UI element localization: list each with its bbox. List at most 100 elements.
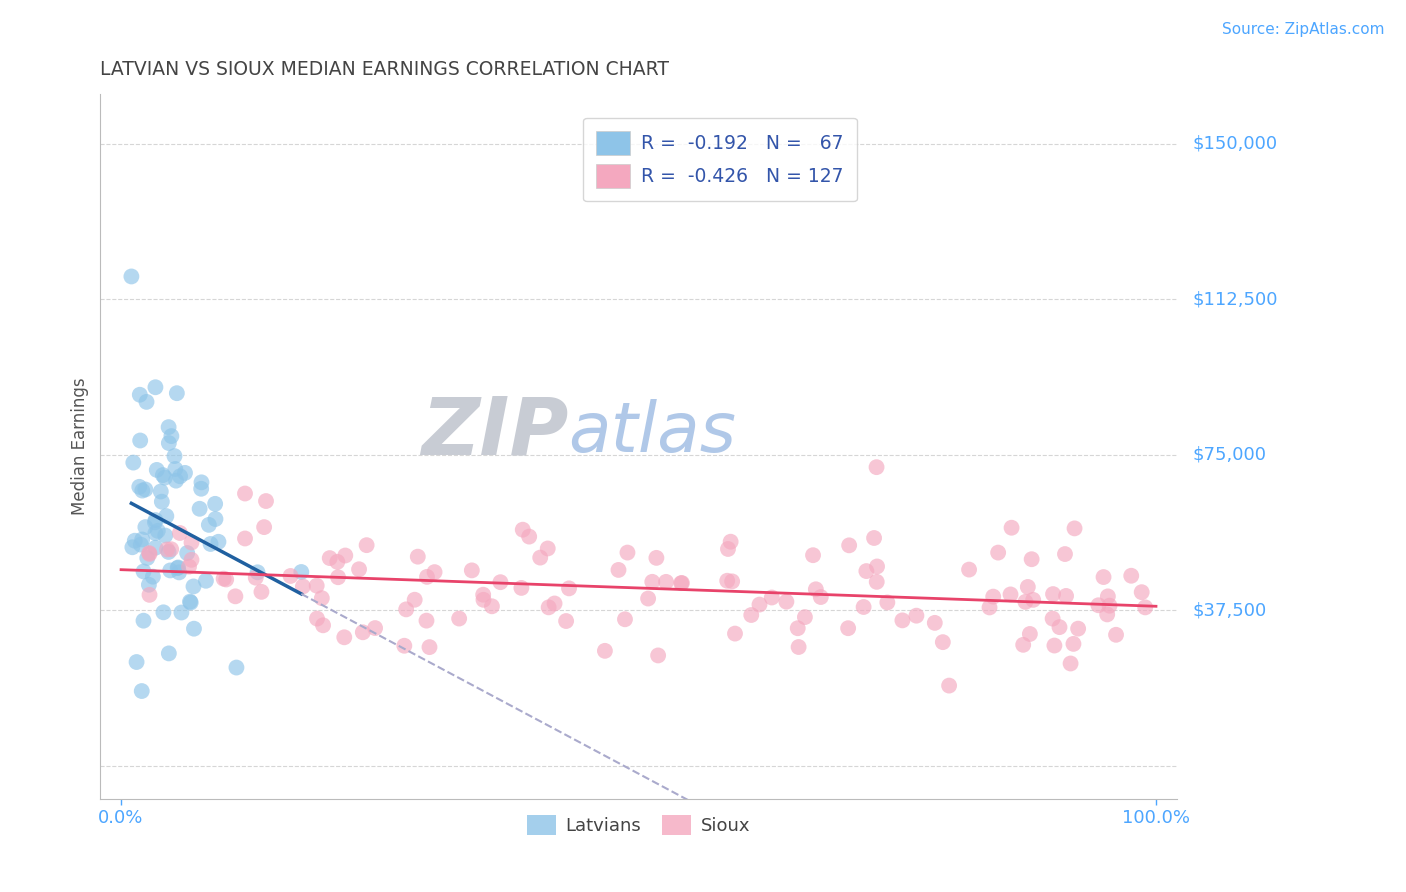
Point xyxy=(1087,599,1109,613)
Point xyxy=(449,611,471,625)
Point xyxy=(183,622,205,636)
Point xyxy=(132,565,155,579)
Point xyxy=(180,535,202,549)
Point xyxy=(938,679,960,693)
Point xyxy=(207,534,229,549)
Point xyxy=(406,549,429,564)
Point xyxy=(855,564,877,578)
Point xyxy=(1054,589,1077,603)
Point xyxy=(131,533,153,547)
Point xyxy=(356,538,378,552)
Point xyxy=(225,660,247,674)
Point xyxy=(987,545,1010,559)
Point xyxy=(155,528,177,542)
Point xyxy=(291,579,314,593)
Point xyxy=(131,483,153,498)
Point xyxy=(131,684,153,698)
Point xyxy=(804,582,827,597)
Point xyxy=(979,600,1001,615)
Point xyxy=(347,562,370,576)
Point xyxy=(333,630,356,644)
Point xyxy=(852,599,875,614)
Point xyxy=(761,591,783,605)
Point xyxy=(787,640,810,654)
Point xyxy=(748,598,770,612)
Text: Source: ZipAtlas.com: Source: ZipAtlas.com xyxy=(1222,22,1385,37)
Point xyxy=(138,578,160,592)
Point xyxy=(838,538,860,552)
Point xyxy=(891,613,914,627)
Point xyxy=(1043,639,1066,653)
Point xyxy=(1012,638,1035,652)
Point xyxy=(364,621,387,635)
Point xyxy=(194,574,217,588)
Point xyxy=(121,541,143,555)
Point xyxy=(128,480,150,494)
Point xyxy=(326,555,349,569)
Point xyxy=(866,574,889,589)
Point xyxy=(1067,622,1090,636)
Point xyxy=(215,573,238,587)
Point xyxy=(489,575,512,590)
Point xyxy=(120,269,142,284)
Point xyxy=(593,644,616,658)
Point xyxy=(512,523,534,537)
Point xyxy=(150,494,173,508)
Point xyxy=(793,610,815,624)
Point xyxy=(152,468,174,483)
Point xyxy=(166,386,188,401)
Legend: Latvians, Sioux: Latvians, Sioux xyxy=(520,807,756,843)
Point xyxy=(134,483,156,497)
Point xyxy=(166,561,188,575)
Point xyxy=(472,592,495,607)
Point xyxy=(157,420,180,434)
Point xyxy=(543,597,565,611)
Point xyxy=(1121,568,1143,582)
Point xyxy=(647,648,669,663)
Point xyxy=(1017,580,1039,594)
Point xyxy=(157,436,180,450)
Point xyxy=(1098,599,1121,613)
Point xyxy=(204,512,226,526)
Point xyxy=(165,474,187,488)
Text: ZIP: ZIP xyxy=(422,393,568,471)
Point xyxy=(138,547,160,561)
Point xyxy=(637,591,659,606)
Point xyxy=(404,592,426,607)
Point xyxy=(134,520,156,534)
Point xyxy=(188,501,211,516)
Point xyxy=(122,456,145,470)
Point xyxy=(721,574,744,589)
Point xyxy=(876,595,898,609)
Point xyxy=(537,541,560,556)
Point xyxy=(280,569,302,583)
Point xyxy=(416,570,439,584)
Point xyxy=(537,600,560,615)
Point xyxy=(125,655,148,669)
Point xyxy=(245,571,267,585)
Point xyxy=(170,606,193,620)
Point xyxy=(319,551,342,566)
Point xyxy=(1130,585,1153,599)
Point xyxy=(190,475,212,490)
Point xyxy=(863,531,886,545)
Point xyxy=(394,639,416,653)
Point xyxy=(138,588,160,602)
Point xyxy=(645,550,668,565)
Point xyxy=(145,541,167,555)
Point xyxy=(1014,595,1036,609)
Point xyxy=(160,429,183,443)
Point xyxy=(183,579,205,593)
Point xyxy=(200,537,222,551)
Point xyxy=(415,614,437,628)
Point xyxy=(740,607,762,622)
Point xyxy=(510,581,533,595)
Text: $112,500: $112,500 xyxy=(1192,290,1278,309)
Point xyxy=(1063,521,1085,535)
Point xyxy=(671,576,693,591)
Point xyxy=(165,462,187,476)
Point xyxy=(224,590,246,604)
Point xyxy=(837,621,859,635)
Point xyxy=(138,546,160,560)
Point xyxy=(1097,590,1119,604)
